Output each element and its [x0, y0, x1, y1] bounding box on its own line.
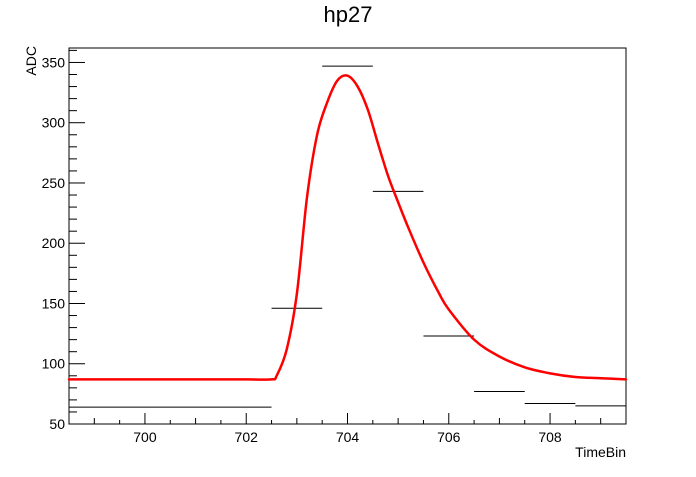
plot-frame-layer [68, 47, 627, 425]
plot-frame [68, 47, 627, 425]
y-axis-label: ADC [23, 46, 39, 76]
y-tick-label: 150 [42, 295, 66, 311]
series-layer [67, 65, 628, 408]
y-tick-label: 100 [42, 356, 66, 372]
y-tick-label: 350 [42, 54, 66, 70]
x-tick-label: 702 [235, 429, 259, 445]
fit-curve-line [67, 74, 628, 381]
x-axis-label: TimeBin [575, 444, 626, 460]
y-tick-label: 250 [42, 175, 66, 191]
y-tick-label: 300 [42, 115, 66, 131]
x-tick-label: 704 [336, 429, 360, 445]
y-tick-label: 50 [49, 416, 65, 432]
x-tick-label: 700 [133, 429, 157, 445]
x-tick-label: 706 [437, 429, 461, 445]
axis-tick-layer: 700 702 704 706 708 50 100 150 200 250 300 350 [42, 49, 627, 445]
x-tick-label: 708 [538, 429, 562, 445]
y-tick-label: 200 [42, 235, 66, 251]
chart-title: hp27 [324, 2, 373, 27]
